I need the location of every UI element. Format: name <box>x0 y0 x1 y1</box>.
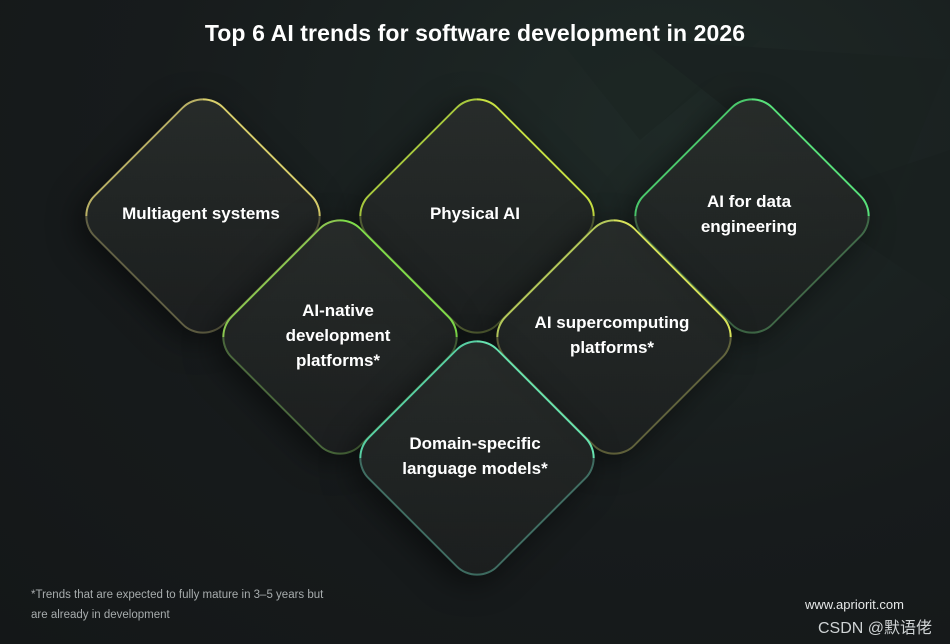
trend-label-ai-native: AI-native development platforms* <box>285 301 391 370</box>
page-title: Top 6 AI trends for software development… <box>204 20 746 46</box>
trend-label-physical-ai: Physical AI <box>429 204 521 223</box>
watermark: CSDN @默语佬 <box>818 620 933 637</box>
footnote: *Trends that are expected to fully matur… <box>31 589 324 621</box>
trend-label-multiagent: Multiagent systems <box>122 204 280 223</box>
trend-label-data-engineering: AI for data engineering <box>700 192 798 236</box>
trend-label-domain-specific: Domain-specific language models* <box>402 434 548 478</box>
brand-url: www.apriorit.com <box>805 597 904 612</box>
trend-label-supercomputing: AI supercomputing platforms* <box>534 313 690 357</box>
